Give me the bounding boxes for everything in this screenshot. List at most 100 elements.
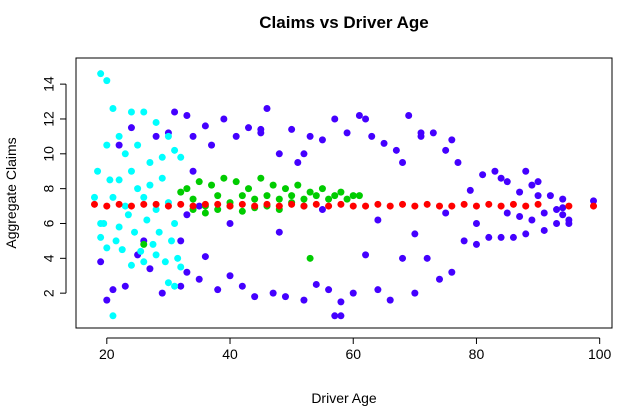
data-point — [124, 211, 132, 219]
data-point — [251, 202, 259, 210]
data-point — [177, 282, 185, 290]
data-point — [411, 230, 419, 238]
data-point — [183, 185, 191, 193]
series-1 — [140, 174, 363, 262]
data-point — [97, 219, 105, 227]
data-point — [318, 206, 326, 214]
data-point — [189, 195, 197, 203]
data-point — [109, 286, 117, 294]
data-point — [374, 216, 382, 224]
data-point — [152, 118, 160, 126]
data-point — [103, 244, 111, 252]
data-point — [232, 132, 240, 140]
data-point — [497, 202, 505, 210]
data-point — [553, 206, 561, 214]
plot-frame — [75, 57, 613, 329]
data-point — [152, 200, 160, 208]
data-point — [158, 153, 166, 161]
data-point — [362, 251, 370, 259]
data-point — [220, 174, 228, 182]
data-point — [399, 159, 407, 167]
data-point — [149, 240, 157, 248]
data-point — [143, 216, 151, 224]
data-point — [103, 296, 111, 304]
data-point — [208, 141, 216, 149]
x-tick-label: 80 — [469, 346, 485, 362]
data-point — [177, 263, 185, 271]
data-point — [275, 150, 283, 158]
data-point — [590, 197, 598, 205]
data-point — [90, 200, 98, 208]
data-point — [534, 178, 542, 186]
data-point — [103, 77, 111, 85]
data-point — [300, 150, 308, 158]
data-point — [306, 188, 314, 196]
data-point — [214, 200, 222, 208]
data-point — [294, 181, 302, 189]
data-point — [460, 200, 468, 208]
data-point — [466, 186, 474, 194]
data-point — [454, 159, 462, 167]
data-point — [288, 125, 296, 133]
data-point — [509, 233, 517, 241]
data-point — [485, 233, 493, 241]
data-point — [171, 146, 179, 154]
data-point — [392, 146, 400, 154]
data-point — [220, 115, 228, 123]
data-point — [374, 200, 382, 208]
data-point — [411, 289, 419, 297]
data-point — [155, 228, 163, 236]
data-point — [115, 141, 123, 149]
series-0 — [97, 105, 598, 320]
data-point — [121, 150, 129, 158]
data-point — [214, 206, 222, 214]
data-point — [263, 105, 271, 113]
data-point — [423, 200, 431, 208]
data-point — [417, 129, 425, 137]
data-point — [306, 254, 314, 262]
data-point — [140, 240, 148, 248]
data-point — [251, 195, 259, 203]
y-axis: 2 4 6 8 10 12 14 — [41, 76, 67, 297]
data-point — [171, 219, 179, 227]
data-point — [103, 202, 111, 210]
data-point — [109, 312, 117, 320]
data-point — [134, 141, 142, 149]
data-point — [263, 200, 271, 208]
data-point — [121, 202, 129, 210]
data-point — [411, 202, 419, 210]
data-point — [300, 296, 308, 304]
data-point — [331, 312, 339, 320]
data-point — [177, 237, 185, 245]
data-point — [115, 176, 123, 184]
data-point — [164, 279, 172, 287]
chart-title: Claims vs Driver Age — [259, 13, 428, 32]
data-point — [201, 253, 209, 261]
y-tick-label: 12 — [41, 111, 57, 127]
data-point — [362, 115, 370, 123]
data-point — [522, 202, 530, 210]
data-point — [460, 237, 468, 245]
data-point — [121, 282, 129, 290]
data-point — [97, 233, 105, 241]
data-point — [325, 202, 333, 210]
data-point — [337, 298, 345, 306]
data-point — [94, 167, 102, 175]
data-point — [516, 213, 524, 221]
data-point — [485, 200, 493, 208]
data-point — [559, 211, 567, 219]
data-point — [109, 105, 117, 113]
data-point — [226, 272, 234, 280]
data-point — [127, 261, 135, 269]
data-point — [257, 174, 265, 182]
data-point — [516, 188, 524, 196]
data-point — [325, 195, 333, 203]
data-point — [275, 195, 283, 203]
data-point — [479, 171, 487, 179]
data-point — [528, 181, 536, 189]
data-point — [331, 192, 339, 200]
data-point — [331, 115, 339, 123]
data-point — [349, 192, 357, 200]
data-point — [189, 167, 197, 175]
